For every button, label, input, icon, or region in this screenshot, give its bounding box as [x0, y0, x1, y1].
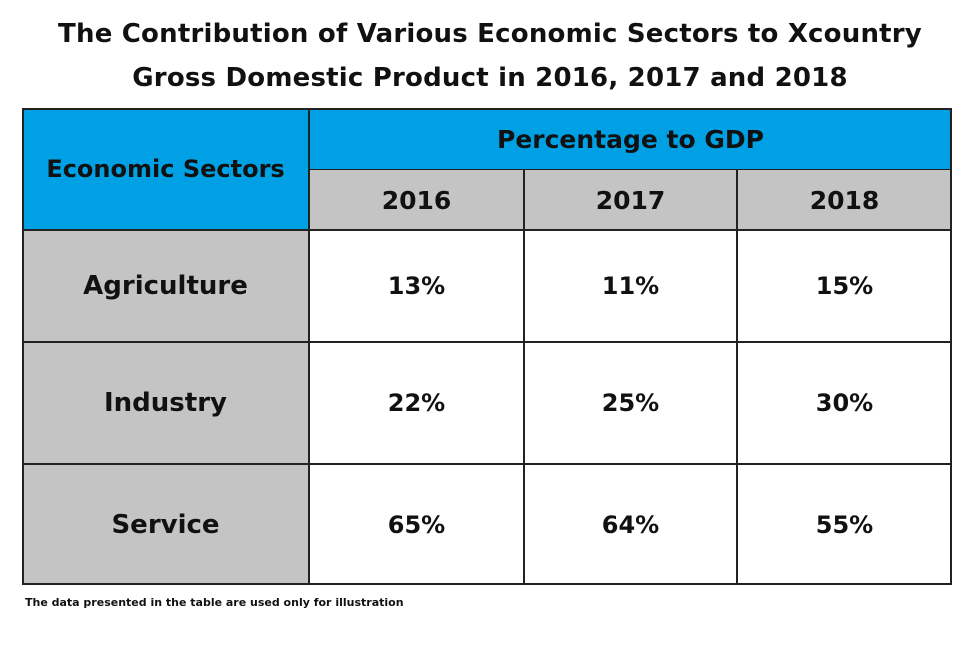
- column-divider-1: [308, 108, 310, 585]
- cell-agriculture-2018: 15%: [737, 230, 952, 342]
- cell-industry-2016: 22%: [309, 342, 524, 464]
- column-divider-2: [523, 170, 525, 585]
- gdp-table: Economic Sectors Percentage to GDP 2016 …: [22, 108, 952, 585]
- cell-agriculture-2017: 11%: [524, 230, 737, 342]
- row-label-industry: Industry: [22, 342, 309, 464]
- row-header-economic-sectors: Economic Sectors: [22, 108, 309, 230]
- cell-service-2017: 64%: [524, 464, 737, 585]
- row-label-agriculture: Agriculture: [22, 230, 309, 342]
- header-divider: [309, 169, 952, 170]
- chart-title-line-1: The Contribution of Various Economic Sec…: [58, 19, 922, 49]
- column-divider-3: [736, 170, 738, 585]
- row-divider-3: [22, 463, 952, 465]
- chart-title-line-2: Gross Domestic Product in 2016, 2017 and…: [132, 63, 848, 93]
- row-label-service: Service: [22, 464, 309, 585]
- table-border-left: [22, 108, 24, 585]
- table-border-right: [950, 108, 952, 585]
- cell-service-2016: 65%: [309, 464, 524, 585]
- cell-industry-2017: 25%: [524, 342, 737, 464]
- row-divider-2: [22, 341, 952, 343]
- column-header-2018: 2018: [737, 170, 952, 230]
- table-border-top: [22, 108, 952, 110]
- cell-industry-2018: 30%: [737, 342, 952, 464]
- table-border-bottom: [22, 583, 952, 585]
- cell-agriculture-2016: 13%: [309, 230, 524, 342]
- column-header-2016: 2016: [309, 170, 524, 230]
- footnote: The data presented in the table are used…: [25, 596, 404, 609]
- cell-service-2018: 55%: [737, 464, 952, 585]
- chart-title: The Contribution of Various Economic Sec…: [0, 12, 980, 100]
- group-header-percentage-to-gdp: Percentage to GDP: [309, 108, 952, 170]
- column-header-2017: 2017: [524, 170, 737, 230]
- row-divider-1: [22, 229, 952, 231]
